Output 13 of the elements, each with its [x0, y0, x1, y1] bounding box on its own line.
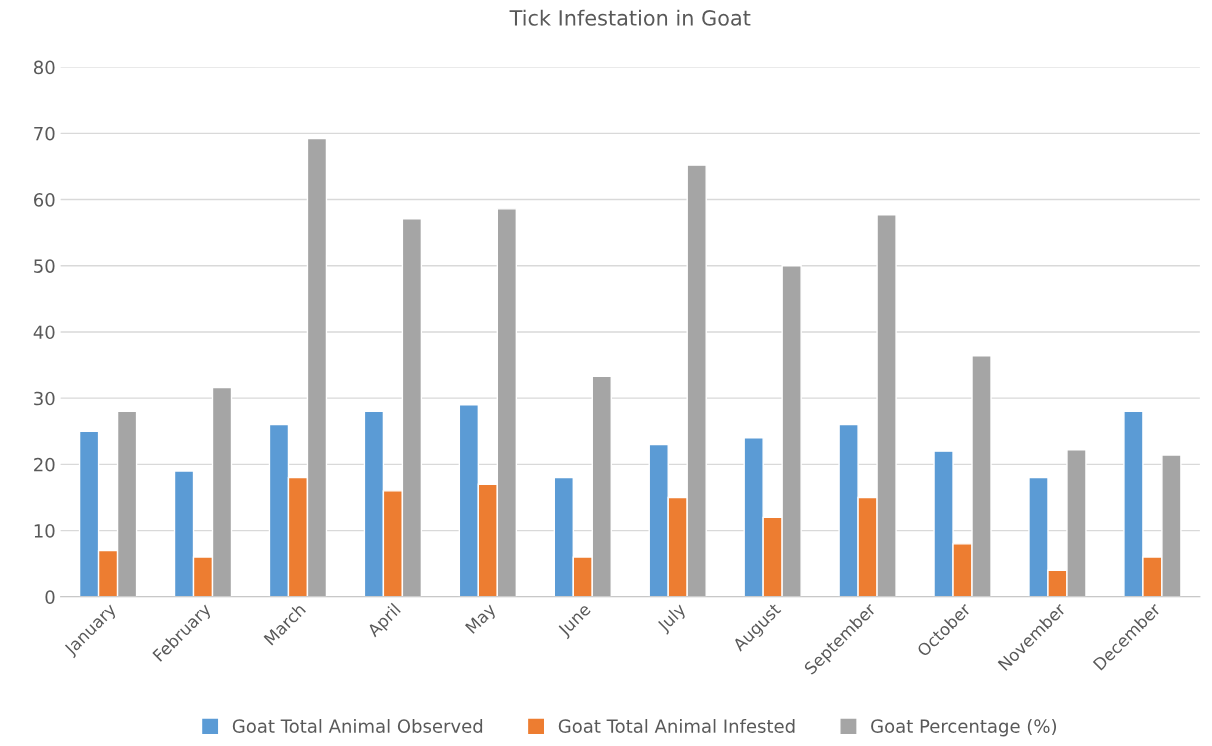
- y-tick-label: 70: [34, 126, 55, 141]
- legend-label: Goat Total Animal Observed: [232, 718, 483, 733]
- y-tick-label: 10: [34, 524, 55, 538]
- y-tick-label: 50: [34, 259, 55, 273]
- y-tick-label: 30: [34, 391, 55, 406]
- legend-label: Goat Percentage (%): [871, 719, 1057, 737]
- y-tick-label: 40: [33, 325, 55, 340]
- chart-title: Tick Infestation in Goat: [509, 9, 751, 26]
- y-tick-label: 0: [45, 590, 55, 604]
- y-tick-label: 80: [33, 60, 55, 75]
- y-tick-label: 60: [34, 193, 55, 207]
- legend-label: Goat Total Animal Infested: [558, 718, 795, 733]
- y-tick-label: 20: [34, 457, 55, 472]
